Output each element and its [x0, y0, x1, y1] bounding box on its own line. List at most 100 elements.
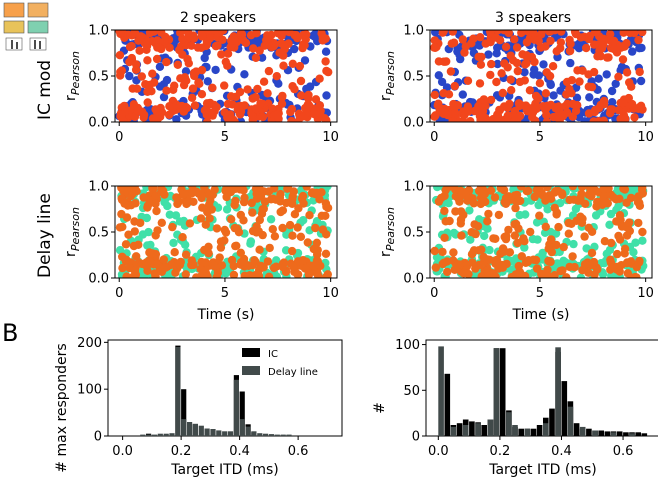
ic-3-point-1-291 — [521, 101, 531, 110]
dl-3-point-1-159 — [622, 198, 631, 207]
dl-2-point-0-203 — [164, 273, 173, 278]
dl-2-point-1-216 — [323, 270, 332, 278]
dl-2-point-1-242 — [197, 193, 206, 203]
dl-2-point-1-281 — [236, 248, 245, 257]
dl-2-point-1-286 — [231, 241, 240, 251]
ic-3-point-0-99 — [539, 60, 548, 69]
ic-2-point-1-327 — [218, 35, 227, 44]
ic-3-point-1-265 — [614, 106, 623, 115]
ic-3-point-1-163 — [556, 38, 566, 47]
ic-2-point-1-245 — [198, 32, 207, 41]
ic-2-point-1-301 — [287, 104, 297, 114]
dl-2-point-1-93 — [255, 245, 264, 254]
ic-3-point-1-103 — [536, 43, 546, 52]
dl-3-point-0-34 — [520, 243, 529, 252]
dl-2-point-1-304 — [130, 266, 140, 276]
ic-3-point-1-226 — [495, 105, 505, 115]
dl-2-point-1-251 — [152, 260, 162, 269]
ic-2-point-1-193 — [213, 41, 222, 50]
dl-2-point-1-287 — [198, 203, 207, 212]
ic-3-point-1-222 — [435, 105, 444, 115]
ic-3-point-1-210 — [638, 30, 647, 37]
dl-3-point-1-175 — [431, 263, 440, 272]
ic-2-point-1-92 — [277, 99, 287, 109]
dl-2-point-1-97 — [151, 250, 161, 259]
ic-3-point-1-231 — [430, 90, 439, 100]
ic-2-point-1-312 — [191, 67, 201, 76]
ic-3-point-1-251 — [610, 45, 619, 54]
ic-2-point-1-324 — [237, 30, 247, 39]
hist-2-bar-1-1 — [146, 434, 152, 436]
ic-3-point-1-229 — [448, 30, 457, 36]
ic-3-point-1-241 — [619, 30, 628, 37]
dl-2-point-1-77 — [181, 250, 191, 259]
dl-2-point-1-13 — [168, 222, 177, 232]
ic-2-point-1-248 — [311, 95, 321, 104]
dl-3-point-1-13 — [580, 232, 589, 241]
dl-2-point-1-290 — [130, 227, 139, 236]
hist-2-xlabel: Target ITD (ms) — [170, 462, 279, 478]
dl-3-point-1-3 — [638, 227, 647, 237]
dl-2-point-1-237 — [255, 215, 264, 225]
dl-3-point-1-271 — [474, 186, 484, 196]
dl-2-point-1-265 — [298, 191, 308, 201]
dl-3-point-0-64 — [598, 270, 608, 278]
ic-3-xtick-label-2: 10 — [637, 130, 654, 145]
dl-2-ytick-label-1: 0.5 — [88, 226, 109, 241]
ic-3-xtick-label-1: 5 — [536, 130, 544, 145]
ic-2-point-1-16 — [296, 76, 306, 86]
dl-2-point-1-115 — [118, 263, 127, 273]
dl-3-point-1-145 — [469, 246, 479, 255]
dl-3-point-1-286 — [615, 267, 624, 276]
hist-3-bar-1-3 — [475, 423, 481, 436]
dl-2-point-1-285 — [204, 249, 213, 258]
ic-3-point-1-244 — [450, 102, 459, 112]
dl-2-xlabel: Time (s) — [197, 307, 255, 323]
hist-2-legend-swatch-0 — [242, 348, 260, 357]
dl-3-point-1-294 — [451, 207, 460, 216]
dl-2-point-0-54 — [142, 213, 151, 223]
ic-3-point-1-236 — [522, 51, 531, 60]
dl-2-point-0-40 — [115, 246, 125, 255]
dl-3-point-1-216 — [483, 217, 492, 226]
dl-2-point-0-224 — [246, 237, 256, 246]
hist-3-bar-1-1 — [450, 426, 457, 436]
dl-2-point-1-276 — [203, 272, 212, 278]
dl-2-point-1-56 — [236, 210, 245, 220]
dl-3-point-0-4 — [569, 239, 578, 249]
dl-2-point-1-264 — [323, 203, 333, 213]
ic-3-ytick-label-1: 0.5 — [403, 70, 424, 85]
ic-2-point-1-230 — [210, 30, 220, 35]
ic-2-point-1-234 — [205, 34, 215, 43]
ic-3-point-0-98 — [635, 44, 644, 53]
ic-3-point-0-223 — [594, 74, 603, 83]
ic-3-point-1-124 — [463, 76, 473, 86]
ic-2-point-1-269 — [152, 107, 162, 116]
hist-2-xtick-label-2: 0.4 — [229, 444, 250, 459]
title-ic-3: 3 speakers — [495, 10, 571, 26]
ic-3-point-1-192 — [430, 36, 439, 45]
hist-3-xtick-label-3: 0.6 — [613, 444, 634, 459]
ic-2-point-1-177 — [145, 30, 155, 38]
ic-2-point-1-179 — [143, 87, 152, 97]
hist-3-xtick-label-2: 0.4 — [551, 444, 572, 459]
ic-2-point-1-129 — [135, 46, 144, 55]
hist-2-ytick-label-0: 0 — [94, 430, 102, 445]
ic-2-point-0-177 — [300, 56, 310, 65]
dl-3-point-0-166 — [638, 236, 647, 245]
dl-2-point-1-75 — [248, 208, 257, 217]
ic-3-point-0-64 — [602, 70, 611, 79]
inset-thumbnail — [3, 2, 49, 51]
dl-3-point-1-165 — [467, 228, 476, 237]
dl-2-point-1-21 — [204, 242, 213, 251]
dl-3-point-1-103 — [511, 203, 520, 213]
ic-3-point-1-46 — [450, 81, 459, 91]
hist-2-ylabel: # max responders — [54, 343, 70, 472]
hist-2-bar-1-9 — [192, 423, 198, 436]
ic-2-point-1-143 — [223, 49, 233, 58]
dl-2-point-1-181 — [215, 253, 224, 262]
ic-2-ylabel: rPearson — [63, 51, 82, 101]
ic-2-point-1-302 — [125, 57, 134, 67]
ic-2-point-1-281 — [165, 102, 174, 111]
